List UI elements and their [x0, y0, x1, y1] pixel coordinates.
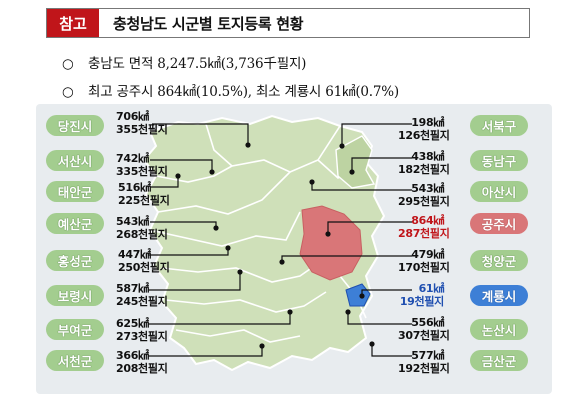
area-value: 864㎢ [411, 214, 444, 227]
region-stats-dongnam: 438㎢ 182천필지 [398, 150, 450, 176]
region-stats-buyeo: 625㎢ 273천필지 [116, 317, 168, 343]
area-value: 366㎢ [116, 349, 149, 362]
page-title: 충청남도 시군별 토지등록 현황 [113, 14, 304, 33]
area-value: 479㎢ [411, 248, 444, 261]
parcel-value: 268천필지 [116, 228, 168, 241]
parcel-value: 355천필지 [116, 123, 168, 136]
parcel-value: 19천필지 [399, 295, 444, 308]
bullet-text: 충남도 면적 8,247.5㎢(3,736千필지) [88, 56, 307, 72]
region-pill-yesan: 예산군 [46, 213, 104, 234]
region-pill-seocheon: 서천군 [46, 350, 104, 371]
parcel-value: 182천필지 [398, 163, 450, 176]
area-value: 625㎢ [116, 317, 149, 330]
region-stats-seocheon: 366㎢ 208천필지 [116, 349, 168, 375]
region-pill-seobuk: 서북구 [470, 115, 528, 136]
region-pill-gongju: 공주시 [470, 213, 528, 234]
parcel-value: 295천필지 [398, 195, 450, 208]
region-pill-asan: 아산시 [470, 181, 528, 202]
region-pill-hongseong: 홍성군 [46, 250, 104, 271]
parcel-value: 335천필지 [116, 165, 168, 178]
parcel-value: 170천필지 [398, 261, 450, 274]
region-pill-dangjin: 당진시 [46, 115, 104, 136]
region-stats-taean: 516㎢ 225천필지 [118, 181, 170, 207]
parcel-value: 273천필지 [116, 330, 168, 343]
parcel-value: 225천필지 [118, 194, 170, 207]
region-pill-cheongyang: 청양군 [470, 250, 528, 271]
region-stats-geumsan: 577㎢ 192천필지 [398, 349, 450, 375]
area-value: 61㎢ [418, 282, 445, 295]
region-stats-gyeryong: 61㎢ 19천필지 [398, 282, 444, 308]
area-value: 556㎢ [411, 316, 444, 329]
area-value: 587㎢ [116, 282, 149, 295]
parcel-value: 307천필지 [398, 329, 450, 342]
region-pill-seosan: 서산시 [46, 150, 104, 171]
parcel-value: 250천필지 [118, 261, 170, 274]
leader-dots [175, 142, 375, 349]
region-pill-gyeryong: 계룡시 [470, 285, 528, 306]
region-pill-boryeong: 보령시 [46, 285, 104, 306]
region-dongnam [335, 135, 376, 189]
leader-lines-right [281, 123, 412, 357]
page-header: 참고 충청남도 시군별 토지등록 현황 [46, 8, 530, 38]
area-value: 198㎢ [411, 116, 444, 129]
area-value: 516㎢ [118, 181, 151, 194]
area-value: 543㎢ [411, 182, 444, 195]
region-gongju [299, 205, 363, 281]
parcel-value: 208천필지 [116, 362, 168, 375]
province-landmass [142, 114, 386, 372]
parcel-value: 192천필지 [398, 362, 450, 375]
region-stats-cheongyang: 479㎢ 170천필지 [398, 248, 450, 274]
bullet-max-min: ○ 최고 공주시 864㎢(10.5%), 최소 계룡시 61㎢(0.7%) [62, 80, 399, 100]
region-stats-yesan: 543㎢ 268천필지 [116, 215, 168, 241]
parcel-value: 126천필지 [398, 129, 450, 142]
area-value: 706㎢ [116, 110, 149, 123]
area-value: 543㎢ [116, 215, 149, 228]
area-value: 742㎢ [116, 152, 149, 165]
region-pill-nonsan: 논산시 [470, 319, 528, 340]
region-pill-dongnam: 동남구 [470, 150, 528, 171]
region-pill-taean: 태안군 [46, 181, 104, 202]
area-value: 577㎢ [411, 349, 444, 362]
region-pill-buyeo: 부여군 [46, 319, 104, 340]
region-stats-boryeong: 587㎢ 245천필지 [116, 282, 168, 308]
region-stats-seosan: 742㎢ 335천필지 [116, 152, 168, 178]
parcel-value: 245천필지 [116, 295, 168, 308]
parcel-value: 287천필지 [398, 227, 450, 240]
region-stats-dangjin: 706㎢ 355천필지 [116, 110, 168, 136]
region-pill-geumsan: 금산군 [470, 350, 528, 371]
bullet-total-area: ○ 충남도 면적 8,247.5㎢(3,736千필지) [62, 52, 306, 72]
circle-bullet-icon: ○ [62, 84, 74, 100]
region-stats-asan: 543㎢ 295천필지 [398, 182, 450, 208]
region-stats-hongseong: 447㎢ 250천필지 [118, 248, 170, 274]
circle-bullet-icon: ○ [62, 56, 74, 72]
region-stats-seobuk: 198㎢ 126천필지 [398, 116, 450, 142]
reference-tag: 참고 [47, 9, 99, 37]
region-stats-gongju: 864㎢ 287천필지 [398, 214, 450, 240]
region-stats-nonsan: 556㎢ 307천필지 [398, 316, 450, 342]
area-value: 447㎢ [118, 248, 151, 261]
area-value: 438㎢ [411, 150, 444, 163]
bullet-text: 최고 공주시 864㎢(10.5%), 최소 계룡시 61㎢(0.7%) [88, 84, 399, 100]
